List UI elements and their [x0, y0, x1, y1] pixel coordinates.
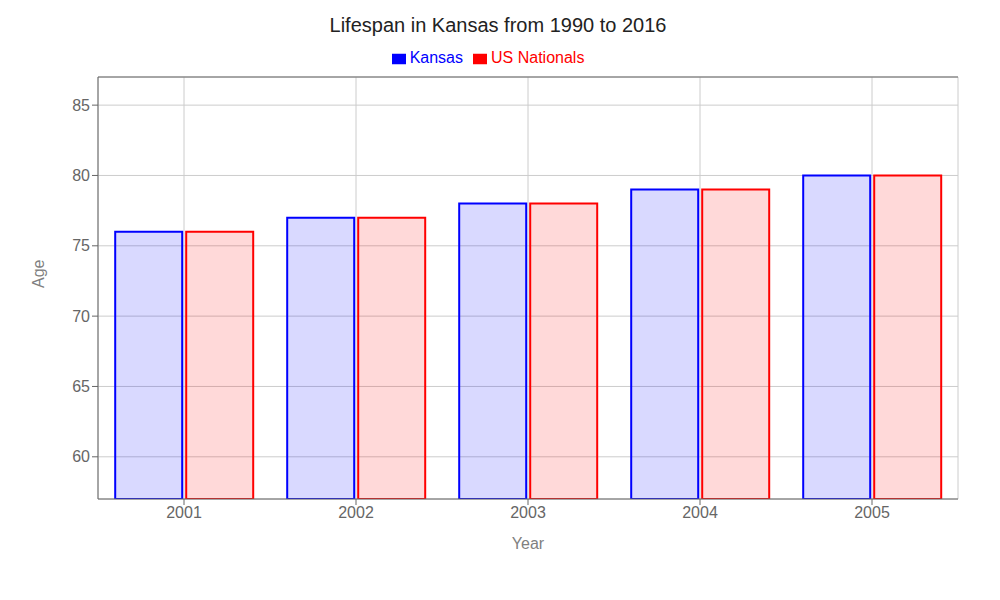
- svg-text:70: 70: [72, 308, 90, 325]
- svg-text:80: 80: [72, 167, 90, 184]
- html-text:US Nationals: US Nationals: [491, 49, 585, 66]
- html-text:Kansas: Kansas: [409, 49, 463, 66]
- svg-text:2003: 2003: [510, 504, 546, 521]
- svg-text:60: 60: [72, 448, 90, 465]
- svg-text:2002: 2002: [338, 504, 374, 521]
- svg-text:85: 85: [72, 97, 90, 114]
- svg-text:2001: 2001: [166, 504, 202, 521]
- svg-text:75: 75: [72, 237, 90, 254]
- html-text:Lifespan in Kansas from 1990 t: Lifespan in Kansas from 1990 to 2016: [329, 14, 667, 36]
- svg-text:Age: Age: [30, 259, 47, 288]
- svg-text:2005: 2005: [854, 504, 890, 521]
- svg-text:Year: Year: [512, 535, 545, 552]
- svg-text:65: 65: [72, 378, 90, 395]
- svg-text:2004: 2004: [682, 504, 718, 521]
